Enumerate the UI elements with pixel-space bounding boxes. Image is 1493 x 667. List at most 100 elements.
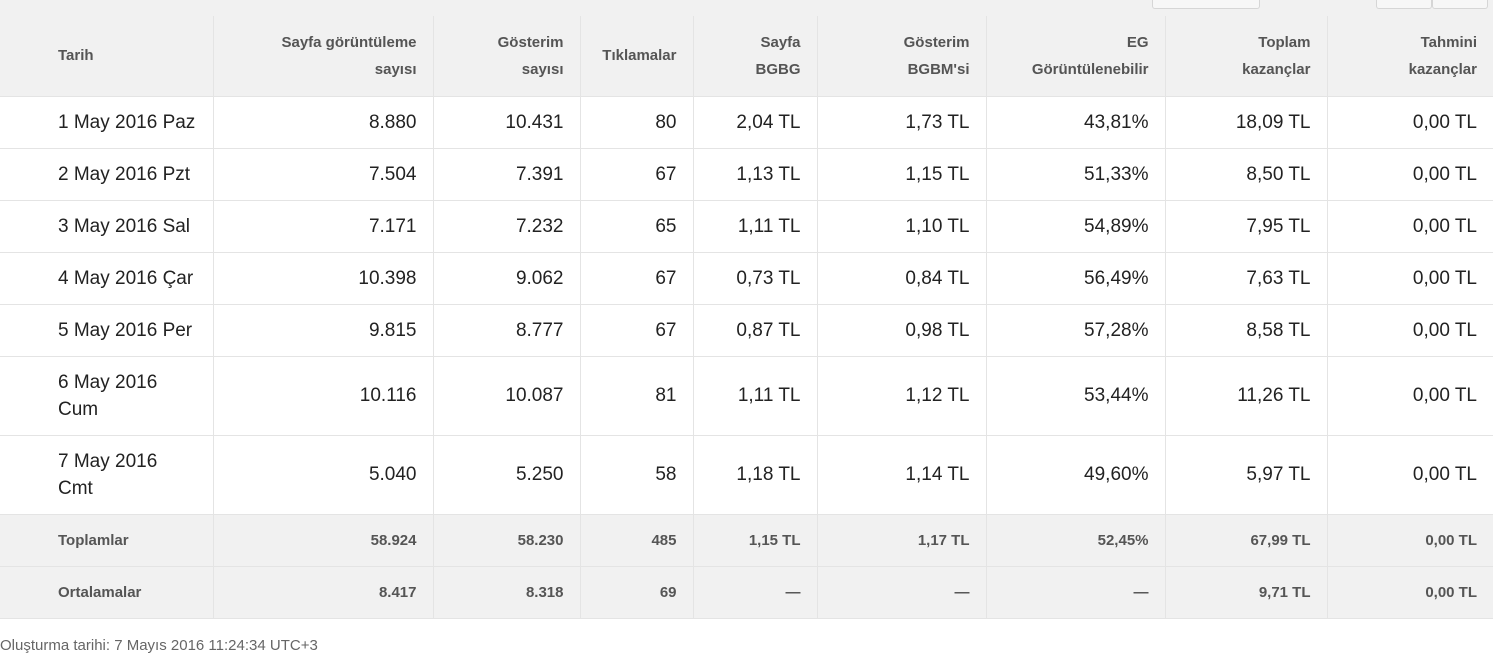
cell-date: 4 May 2016 Çar bbox=[0, 252, 214, 305]
cell-estimated-earnings: 0,00 TL bbox=[1327, 148, 1493, 201]
cell-page-rpm: 0,73 TL bbox=[693, 252, 818, 305]
cell-viewable: 49,60% bbox=[986, 435, 1166, 515]
averages-impression-rpm: — bbox=[817, 566, 987, 619]
table-row: 2 May 2016 Pzt 7.504 7.391 67 1,13 TL 1,… bbox=[0, 148, 1493, 201]
cell-pageviews: 7.171 bbox=[213, 200, 434, 253]
cell-pageviews: 7.504 bbox=[213, 148, 434, 201]
totals-row: Toplamlar 58.924 58.230 485 1,15 TL 1,17… bbox=[0, 514, 1493, 567]
averages-row: Ortalamalar 8.417 8.318 69 — — — 9,71 TL… bbox=[0, 566, 1493, 619]
totals-impressions: 58.230 bbox=[433, 514, 581, 567]
header-total-earnings[interactable]: Toplam kazançlar bbox=[1165, 16, 1328, 97]
cell-page-rpm: 2,04 TL bbox=[693, 96, 818, 149]
cell-viewable: 53,44% bbox=[986, 356, 1166, 436]
averages-total-earnings: 9,71 TL bbox=[1165, 566, 1328, 619]
totals-total-earnings: 67,99 TL bbox=[1165, 514, 1328, 567]
cell-viewable: 56,49% bbox=[986, 252, 1166, 305]
cell-page-rpm: 0,87 TL bbox=[693, 304, 818, 357]
cell-estimated-earnings: 0,00 TL bbox=[1327, 356, 1493, 436]
cell-total-earnings: 11,26 TL bbox=[1165, 356, 1328, 436]
header-page-rpm[interactable]: Sayfa BGBG bbox=[693, 16, 818, 97]
cell-page-rpm: 1,11 TL bbox=[693, 200, 818, 253]
header-impression-rpm[interactable]: Gösterim BGBM'si bbox=[817, 16, 987, 97]
averages-estimated-earnings: 0,00 TL bbox=[1327, 566, 1493, 619]
cell-estimated-earnings: 0,00 TL bbox=[1327, 96, 1493, 149]
top-toolbar-strip bbox=[0, 0, 1493, 16]
cell-impressions: 5.250 bbox=[433, 435, 581, 515]
cell-impression-rpm: 1,12 TL bbox=[817, 356, 987, 436]
toolbar-button-stub-2[interactable] bbox=[1376, 0, 1432, 9]
cell-impression-rpm: 1,10 TL bbox=[817, 200, 987, 253]
cell-date: 6 May 2016 Cum bbox=[0, 356, 214, 436]
cell-impressions: 9.062 bbox=[433, 252, 581, 305]
cell-total-earnings: 8,50 TL bbox=[1165, 148, 1328, 201]
cell-date: 1 May 2016 Paz bbox=[0, 96, 214, 149]
cell-date: 3 May 2016 Sal bbox=[0, 200, 214, 253]
table-row: 6 May 2016 Cum 10.116 10.087 81 1,11 TL 1… bbox=[0, 356, 1493, 436]
cell-clicks: 58 bbox=[580, 435, 694, 515]
header-row: Tarih Sayfa görüntüleme sayısı Gösterim sa… bbox=[0, 16, 1493, 97]
cell-clicks: 67 bbox=[580, 252, 694, 305]
cell-viewable: 54,89% bbox=[986, 200, 1166, 253]
averages-viewable: — bbox=[986, 566, 1166, 619]
averages-page-rpm: — bbox=[693, 566, 818, 619]
cell-viewable: 57,28% bbox=[986, 304, 1166, 357]
earnings-report-table: Tarih Sayfa görüntüleme sayısı Gösterim sa… bbox=[0, 16, 1493, 619]
table-row: 1 May 2016 Paz 8.880 10.431 80 2,04 TL 1… bbox=[0, 96, 1493, 149]
totals-page-rpm: 1,15 TL bbox=[693, 514, 818, 567]
header-impressions[interactable]: Gösterim sayısı bbox=[433, 16, 581, 97]
cell-estimated-earnings: 0,00 TL bbox=[1327, 252, 1493, 305]
header-clicks[interactable]: Tıklamalar bbox=[580, 16, 694, 97]
table-row: 3 May 2016 Sal 7.171 7.232 65 1,11 TL 1,… bbox=[0, 200, 1493, 253]
cell-estimated-earnings: 0,00 TL bbox=[1327, 200, 1493, 253]
cell-date: 2 May 2016 Pzt bbox=[0, 148, 214, 201]
cell-date: 5 May 2016 Per bbox=[0, 304, 214, 357]
table-row: 5 May 2016 Per 9.815 8.777 67 0,87 TL 0,… bbox=[0, 304, 1493, 357]
cell-impressions: 10.087 bbox=[433, 356, 581, 436]
cell-clicks: 67 bbox=[580, 304, 694, 357]
totals-pageviews: 58.924 bbox=[213, 514, 434, 567]
cell-pageviews: 10.398 bbox=[213, 252, 434, 305]
cell-estimated-earnings: 0,00 TL bbox=[1327, 304, 1493, 357]
cell-impression-rpm: 1,73 TL bbox=[817, 96, 987, 149]
cell-page-rpm: 1,11 TL bbox=[693, 356, 818, 436]
averages-pageviews: 8.417 bbox=[213, 566, 434, 619]
cell-total-earnings: 5,97 TL bbox=[1165, 435, 1328, 515]
toolbar-button-stub-3[interactable] bbox=[1432, 0, 1488, 9]
cell-impression-rpm: 1,14 TL bbox=[817, 435, 987, 515]
cell-total-earnings: 18,09 TL bbox=[1165, 96, 1328, 149]
cell-impressions: 7.232 bbox=[433, 200, 581, 253]
cell-impressions: 10.431 bbox=[433, 96, 581, 149]
cell-impressions: 7.391 bbox=[433, 148, 581, 201]
cell-viewable: 51,33% bbox=[986, 148, 1166, 201]
totals-viewable: 52,45% bbox=[986, 514, 1166, 567]
cell-clicks: 81 bbox=[580, 356, 694, 436]
cell-viewable: 43,81% bbox=[986, 96, 1166, 149]
header-estimated-earnings[interactable]: Tahmini kazançlar bbox=[1327, 16, 1493, 97]
cell-pageviews: 5.040 bbox=[213, 435, 434, 515]
header-pageviews[interactable]: Sayfa görüntüleme sayısı bbox=[213, 16, 434, 97]
totals-estimated-earnings: 0,00 TL bbox=[1327, 514, 1493, 567]
cell-clicks: 80 bbox=[580, 96, 694, 149]
totals-clicks: 485 bbox=[580, 514, 694, 567]
cell-impression-rpm: 1,15 TL bbox=[817, 148, 987, 201]
cell-page-rpm: 1,18 TL bbox=[693, 435, 818, 515]
cell-total-earnings: 7,63 TL bbox=[1165, 252, 1328, 305]
cell-page-rpm: 1,13 TL bbox=[693, 148, 818, 201]
cell-clicks: 67 bbox=[580, 148, 694, 201]
totals-impression-rpm: 1,17 TL bbox=[817, 514, 987, 567]
cell-estimated-earnings: 0,00 TL bbox=[1327, 435, 1493, 515]
header-viewable[interactable]: EG Görüntülenebilir bbox=[986, 16, 1166, 97]
averages-label: Ortalamalar bbox=[0, 566, 214, 619]
cell-impressions: 8.777 bbox=[433, 304, 581, 357]
cell-pageviews: 9.815 bbox=[213, 304, 434, 357]
table-row: 7 May 2016 Cmt 5.040 5.250 58 1,18 TL 1,1… bbox=[0, 435, 1493, 515]
header-date[interactable]: Tarih bbox=[0, 16, 214, 97]
cell-impression-rpm: 0,98 TL bbox=[817, 304, 987, 357]
toolbar-button-stub[interactable] bbox=[1152, 0, 1260, 9]
cell-impression-rpm: 0,84 TL bbox=[817, 252, 987, 305]
averages-clicks: 69 bbox=[580, 566, 694, 619]
cell-total-earnings: 7,95 TL bbox=[1165, 200, 1328, 253]
cell-total-earnings: 8,58 TL bbox=[1165, 304, 1328, 357]
cell-pageviews: 10.116 bbox=[213, 356, 434, 436]
totals-label: Toplamlar bbox=[0, 514, 214, 567]
